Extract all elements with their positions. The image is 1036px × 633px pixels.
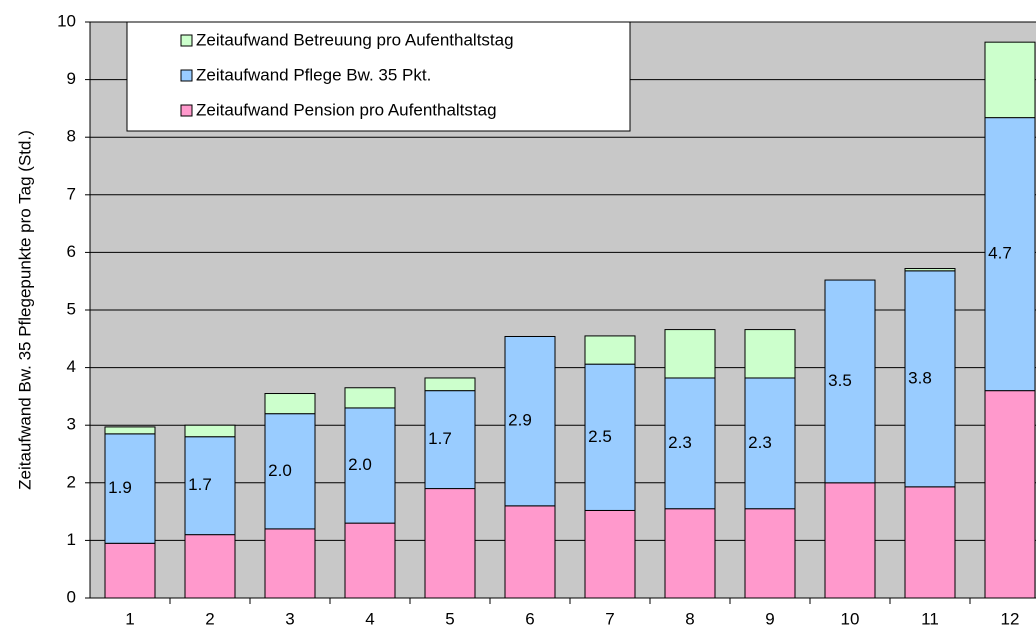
bar-segment [264, 393, 316, 415]
x-tick-label: 2 [205, 609, 214, 628]
data-label: 2.5 [588, 427, 612, 446]
bar-segment [424, 390, 476, 490]
legend-label: Zeitaufwand Pflege Bw. 35 Pkt. [196, 65, 431, 84]
bar-segment [264, 413, 316, 530]
y-tick-label: 8 [67, 127, 76, 146]
data-label: 2.3 [668, 433, 692, 452]
bar-segment [584, 363, 636, 511]
y-tick-label: 6 [67, 242, 76, 261]
bar-segment [184, 534, 236, 599]
bar-segment [344, 522, 396, 599]
x-tick-label: 5 [445, 609, 454, 628]
data-label: 1.7 [428, 429, 452, 448]
data-label: 1.7 [188, 475, 212, 494]
x-tick-label: 6 [525, 609, 534, 628]
y-tick-label: 9 [67, 69, 76, 88]
x-tick-label: 3 [285, 609, 294, 628]
y-axis-label: Zeitaufwand Bw. 35 Pflegepunkte pro Tag … [15, 130, 34, 490]
bar-segment [744, 377, 796, 510]
x-tick-label: 1 [125, 609, 134, 628]
bar-segment [584, 335, 636, 365]
bar-segment [984, 390, 1036, 599]
bar-segment [504, 505, 556, 599]
bar-segment [424, 377, 476, 392]
x-tick-label: 12 [1001, 609, 1020, 628]
x-tick-label: 9 [765, 609, 774, 628]
bar-segment [904, 268, 956, 272]
bar-segment [104, 426, 156, 435]
bar-segment [504, 335, 556, 507]
bar-segment [184, 424, 236, 438]
bar-segment [344, 387, 396, 409]
x-tick-label: 11 [921, 609, 939, 628]
bar-segment [824, 279, 876, 484]
data-label: 1.9 [108, 478, 132, 497]
bar-segment [664, 329, 716, 379]
bar-segment [424, 488, 476, 599]
bar-segment [264, 528, 316, 599]
bar-segment [744, 329, 796, 379]
legend-label: Zeitaufwand Betreuung pro Aufenthaltstag [196, 30, 514, 49]
x-tick-label: 4 [365, 609, 374, 628]
legend-box [126, 21, 631, 132]
x-tick-label: 7 [605, 609, 614, 628]
bar-segment [824, 482, 876, 599]
bar-segment [984, 41, 1036, 119]
bar-segment [104, 433, 156, 544]
y-tick-label: 5 [67, 299, 76, 318]
legend-swatch [180, 34, 193, 47]
bar-segment [904, 486, 956, 599]
bar-segment [104, 542, 156, 599]
data-label: 2.9 [508, 411, 532, 430]
y-tick-label: 3 [67, 415, 76, 434]
data-label: 2.3 [748, 433, 772, 452]
bar-segment [744, 508, 796, 599]
legend-swatch [180, 104, 193, 117]
y-tick-label: 0 [67, 587, 76, 606]
data-label: 2.0 [348, 455, 372, 474]
bar-segment [584, 509, 636, 599]
bar-segment [664, 508, 716, 599]
y-tick-label: 7 [67, 184, 76, 203]
data-label: 3.8 [908, 368, 932, 387]
y-tick-label: 2 [67, 472, 76, 491]
y-tick-label: 4 [67, 357, 76, 376]
bar-segment [184, 436, 236, 536]
y-tick-label: 10 [57, 11, 76, 30]
data-label: 2.0 [268, 461, 292, 480]
legend-swatch [180, 69, 193, 82]
data-label: 4.7 [988, 244, 1012, 263]
bar-segment [984, 117, 1036, 392]
y-tick-label: 1 [67, 530, 76, 549]
x-tick-label: 10 [841, 609, 860, 628]
data-label: 3.5 [828, 371, 852, 390]
legend-label: Zeitaufwand Pension pro Aufenthaltstag [196, 100, 497, 119]
bar-segment [904, 270, 956, 488]
x-tick-label: 8 [685, 609, 694, 628]
